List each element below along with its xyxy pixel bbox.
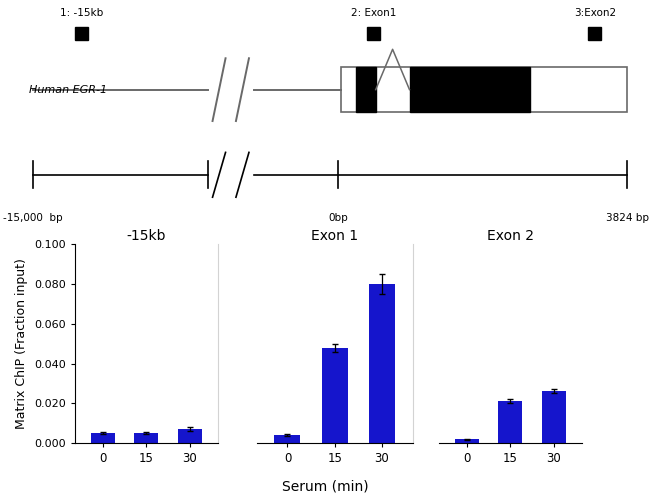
Bar — [356, 67, 376, 112]
Bar — [455, 439, 479, 443]
Bar — [75, 27, 88, 40]
Bar — [91, 433, 115, 443]
Title: -15kb: -15kb — [127, 229, 166, 243]
Bar — [135, 433, 158, 443]
Bar — [341, 67, 627, 112]
Bar — [322, 348, 348, 443]
Bar — [410, 67, 530, 112]
Text: 3824 bp: 3824 bp — [606, 213, 649, 223]
Text: 1: -15kb: 1: -15kb — [60, 8, 103, 18]
Bar — [499, 401, 522, 443]
Text: 0bp: 0bp — [328, 213, 348, 223]
Bar — [369, 284, 395, 443]
Title: Exon 2: Exon 2 — [487, 229, 534, 243]
Text: -15,000  bp: -15,000 bp — [3, 213, 62, 223]
Title: Exon 1: Exon 1 — [311, 229, 358, 243]
Bar — [541, 391, 566, 443]
Text: Human EGR-1: Human EGR-1 — [29, 85, 107, 95]
Bar — [274, 435, 300, 443]
Y-axis label: Matrix ChIP (Fraction input): Matrix ChIP (Fraction input) — [16, 258, 29, 429]
Bar — [588, 27, 601, 40]
Text: 3:Exon2: 3:Exon2 — [574, 8, 616, 18]
Bar — [177, 429, 202, 443]
Bar — [367, 27, 380, 40]
Text: 2: Exon1: 2: Exon1 — [351, 8, 396, 18]
Text: Serum (min): Serum (min) — [281, 479, 369, 493]
